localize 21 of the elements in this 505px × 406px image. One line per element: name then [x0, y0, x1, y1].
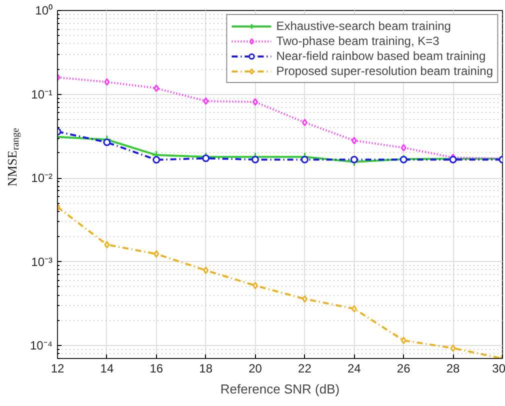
legend-label: Near-field rainbow based beam training: [276, 49, 486, 63]
x-tick-label: 22: [298, 362, 312, 376]
x-tick-label: 16: [150, 362, 164, 376]
x-tick-label: 24: [347, 362, 362, 376]
x-tick-label: 18: [199, 362, 213, 376]
x-tick-label: 26: [396, 362, 411, 376]
x-axis-title: Reference SNR (dB): [220, 382, 340, 396]
x-tick-label: 14: [100, 362, 114, 376]
y-tick-label: 10⁰: [35, 4, 53, 18]
y-tick-label: 10⁻¹: [31, 87, 53, 102]
x-tick-label: 30: [492, 362, 505, 376]
y-tick-label: 10⁻²: [31, 171, 53, 186]
x-tick-label: 12: [50, 362, 64, 376]
y-axis-title: NMSErange: [4, 127, 22, 186]
x-tick-label: 28: [446, 362, 460, 376]
y-tick-label: 10⁻⁴: [30, 338, 53, 353]
legend-label: Two-phase beam training, K=3: [276, 34, 440, 48]
x-tick-label: 20: [248, 362, 262, 376]
legend-label: Exhaustive-search beam training: [276, 19, 451, 33]
legend-label: Proposed super-resolution beam training: [276, 64, 493, 78]
y-tick-label: 10⁻³: [31, 254, 53, 269]
